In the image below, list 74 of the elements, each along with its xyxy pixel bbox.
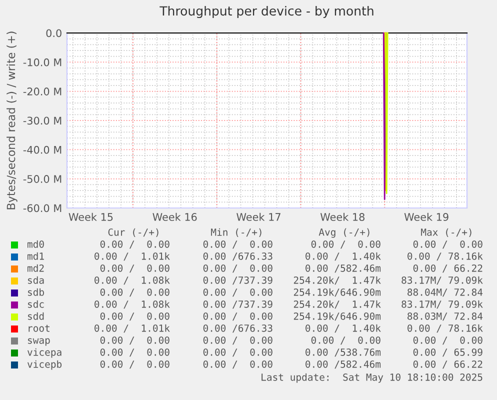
- text: 0.00 / 78.16k: [408, 252, 483, 261]
- text: 0.00 / 0.00: [203, 264, 272, 273]
- legend-label: sdc: [28, 300, 44, 308]
- legend-label: sdd: [28, 312, 44, 320]
- y-axis-title: Bytes/second read (-) / write (+): [6, 32, 18, 210]
- text: 88.03M/ 72.84: [408, 312, 483, 321]
- text: 0.00 / 0.00: [100, 336, 170, 345]
- y-tick-label: -30.0 M: [23, 116, 62, 125]
- text: 254.20k/ 1.47k: [294, 300, 381, 309]
- text: 0.00 / 65.99: [413, 348, 482, 357]
- text: 0.00 / 1.08k: [94, 300, 170, 309]
- text: 254.19k/646.90m: [294, 312, 381, 321]
- text: 0.00 / 66.22: [413, 264, 482, 273]
- text: 0.00 / 1.40k: [306, 324, 381, 333]
- y-tick-label: -50.0 M: [23, 175, 62, 183]
- y-tick-label: -40.0 M: [23, 146, 62, 154]
- text: 0.00 / 0.00: [100, 348, 170, 357]
- text: 0.00 / 0.00: [203, 360, 272, 369]
- text: 0.00 / 1.40k: [306, 252, 381, 261]
- text: 0.00 /676.33: [203, 252, 272, 261]
- text: 0.00 / 1.01k: [94, 324, 170, 333]
- text: 254.20k/ 1.47k: [294, 276, 381, 285]
- text: 0.00 /737.39: [203, 300, 272, 309]
- text: 0.00 /582.46m: [306, 264, 381, 273]
- text: 0.00 /676.33: [203, 324, 272, 333]
- legend-label: vicepb: [27, 360, 62, 370]
- text: 0.00 / 78.16k: [408, 324, 483, 333]
- text: Cur (-/+): [108, 228, 158, 237]
- text: 0.00 / 0.00: [100, 312, 170, 321]
- text: 0.00 / 1.08k: [94, 276, 170, 285]
- legend-label: vicepa: [27, 348, 62, 358]
- text: 88.04M/ 72.84: [408, 288, 483, 297]
- legend-label: md2: [28, 264, 44, 272]
- legend-label: sda: [28, 276, 44, 284]
- text: 83.17M/ 79.09k: [402, 300, 483, 309]
- text: 0.00 / 66.22: [413, 360, 482, 369]
- text: 0.00 / 0.00: [203, 312, 272, 321]
- text: 0.00 / 0.00: [203, 348, 272, 357]
- text: 0.00 /582.46m: [306, 360, 381, 369]
- legend-label: md0: [28, 240, 44, 248]
- text: 0.00 / 0.00: [203, 336, 272, 345]
- legend-label: root: [28, 324, 50, 332]
- text: 83.17M/ 79.09k: [402, 276, 483, 285]
- text: 0.00 / 0.00: [203, 240, 272, 249]
- text: 0.00 / 0.00: [100, 288, 170, 297]
- text: 0.00 / 0.00: [413, 240, 482, 249]
- text: 0.00 / 0.00: [413, 336, 482, 345]
- text: 0.00 / 0.00: [100, 360, 170, 369]
- text: 254.19k/646.90m: [294, 288, 381, 297]
- y-tick-label: -10.0 M: [23, 58, 62, 66]
- text: 0.00 / 1.01k: [94, 252, 170, 261]
- text: Min (-/+): [211, 228, 262, 237]
- legend-label: swap: [28, 338, 50, 346]
- chart-title: Throughput per device - by month: [160, 6, 374, 18]
- text: 0.00 / 0.00: [311, 240, 380, 249]
- text: 0.00 / 0.00: [100, 264, 170, 273]
- text: Max (-/+): [421, 228, 472, 237]
- legend-label: md1: [28, 252, 44, 260]
- x-tick-label: Week 17: [236, 212, 280, 221]
- y-tick-label: -20.0 M: [23, 88, 62, 96]
- y-tick-label: -60.0 M: [23, 204, 62, 212]
- x-tick-label: Week 19: [404, 212, 448, 221]
- y-tick-label: 0.0: [46, 29, 62, 38]
- text: 0.00 / 0.00: [100, 240, 170, 249]
- text: Avg (-/+): [318, 228, 370, 238]
- text: 0.00 / 0.00: [203, 288, 272, 297]
- text: 0.00 / 0.00: [311, 336, 380, 345]
- x-tick-label: Week 15: [68, 212, 113, 221]
- text: 0.00 /737.39: [203, 276, 272, 285]
- text: 0.00 /538.76m: [306, 348, 381, 357]
- x-tick-label: Week 16: [152, 212, 197, 221]
- legend-label: sdb: [28, 288, 44, 296]
- x-tick-label: Week 18: [320, 212, 364, 221]
- text: Last update: Sat May 10 18:10:00 2025: [262, 373, 482, 383]
